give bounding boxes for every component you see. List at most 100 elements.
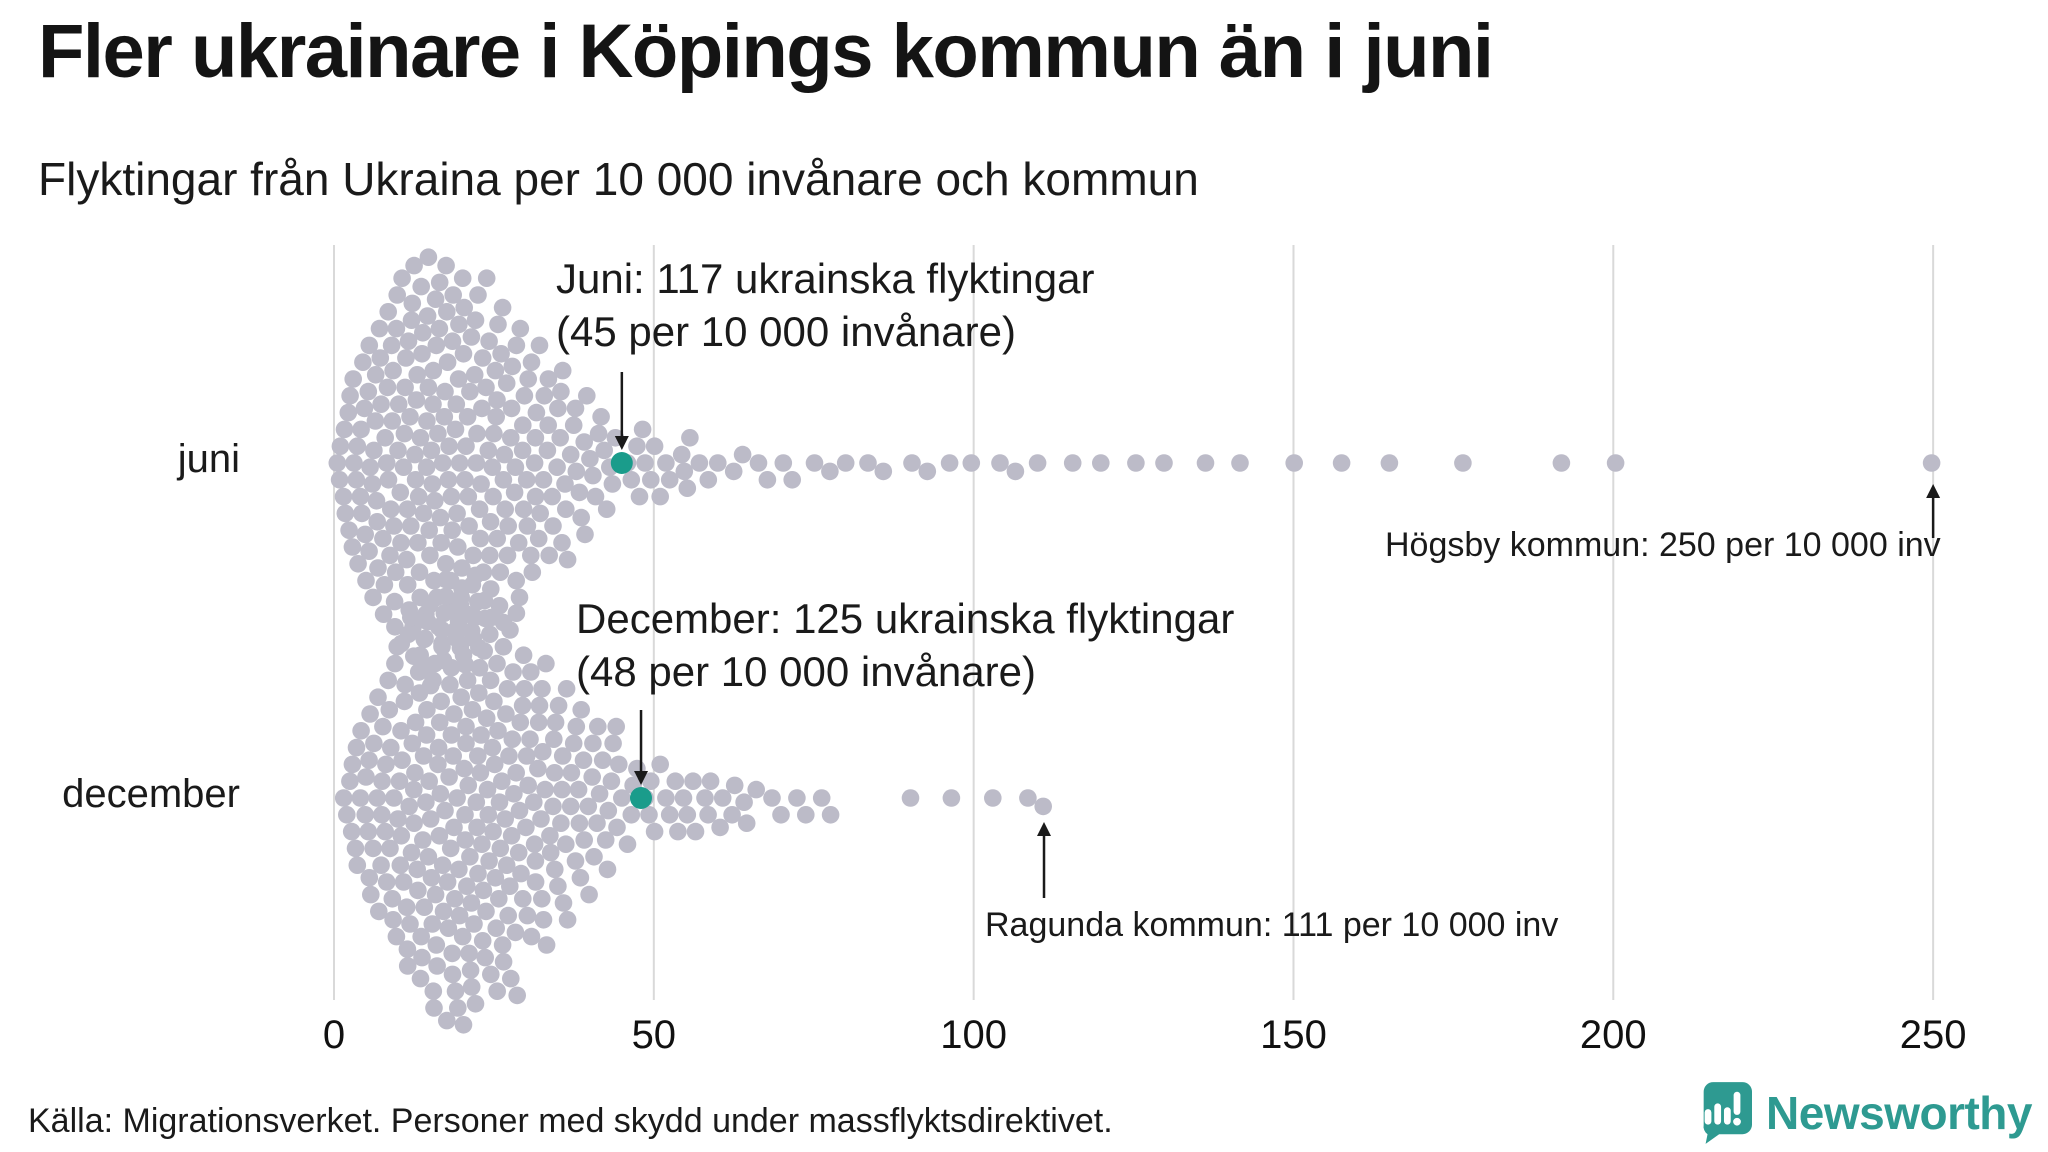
municipality-dot xyxy=(415,898,434,916)
municipality-dot xyxy=(553,534,571,552)
municipality-dot xyxy=(681,429,699,447)
municipality-dot xyxy=(1196,454,1215,472)
municipality-dot xyxy=(678,806,697,824)
municipality-dot xyxy=(443,965,462,984)
municipality-dot xyxy=(502,969,520,988)
municipality-dot xyxy=(836,454,855,472)
municipality-dot xyxy=(374,605,393,623)
municipality-dot xyxy=(473,349,492,367)
municipality-dot xyxy=(414,504,433,523)
municipality-dot xyxy=(402,843,421,862)
municipality-dot xyxy=(526,852,545,870)
municipality-dot xyxy=(435,408,454,426)
municipality-dot xyxy=(1454,454,1472,472)
municipality-dot xyxy=(328,454,347,472)
municipality-dot xyxy=(467,454,486,472)
municipality-dot xyxy=(696,789,714,807)
municipality-dot xyxy=(448,789,466,807)
municipality-dot xyxy=(414,831,432,849)
municipality-dot xyxy=(580,885,598,904)
municipality-dot xyxy=(359,382,378,401)
municipality-dot xyxy=(510,588,529,607)
municipality-dot xyxy=(345,454,363,472)
municipality-dot xyxy=(495,445,514,464)
municipality-dot xyxy=(450,454,469,472)
municipality-dot xyxy=(417,726,436,744)
municipality-dot xyxy=(491,839,510,858)
municipality-dot xyxy=(386,563,405,581)
municipality-dot xyxy=(497,705,515,723)
municipality-dot xyxy=(640,806,658,824)
municipality-dot xyxy=(522,353,541,372)
municipality-dot xyxy=(633,420,652,439)
municipality-dot xyxy=(410,563,429,581)
municipality-dot xyxy=(462,894,481,912)
municipality-dot xyxy=(526,873,545,891)
municipality-dot xyxy=(608,818,626,837)
municipality-dot xyxy=(412,927,431,946)
municipality-dot xyxy=(443,944,462,963)
municipality-dot xyxy=(525,454,544,472)
municipality-dot xyxy=(440,768,458,786)
municipality-dot xyxy=(465,608,484,627)
municipality-dot xyxy=(532,810,550,828)
municipality-dot xyxy=(642,471,660,489)
municipality-dot xyxy=(439,471,458,489)
municipality-dot xyxy=(991,454,1009,472)
municipality-dot xyxy=(475,591,494,610)
municipality-dot xyxy=(398,500,417,518)
municipality-dot xyxy=(488,982,507,1000)
municipality-dot xyxy=(480,852,498,870)
municipality-dot xyxy=(424,982,443,1000)
municipality-dot xyxy=(749,454,768,472)
municipality-dot xyxy=(540,546,558,565)
municipality-dot xyxy=(618,835,637,853)
municipality-dot xyxy=(538,441,557,460)
municipality-dot xyxy=(518,906,537,925)
municipality-dot xyxy=(368,513,387,531)
municipality-dot xyxy=(1332,454,1351,472)
municipality-dot xyxy=(372,856,390,874)
municipality-dot xyxy=(497,374,516,393)
municipality-dot xyxy=(362,885,380,904)
municipality-dot xyxy=(383,890,402,908)
municipality-dot xyxy=(406,764,424,782)
municipality-dot xyxy=(409,881,427,900)
row-label-december: december xyxy=(62,772,240,816)
municipality-dot xyxy=(408,366,427,384)
municipality-dot xyxy=(737,814,756,832)
municipality-dot xyxy=(385,517,403,535)
municipality-dot xyxy=(584,734,602,753)
municipality-dot xyxy=(499,517,517,535)
municipality-dot xyxy=(570,483,589,502)
municipality-dot xyxy=(483,458,502,477)
municipality-dot xyxy=(530,336,549,355)
municipality-dot xyxy=(537,654,555,673)
municipality-dot xyxy=(405,814,423,832)
municipality-dot xyxy=(1019,789,1037,807)
municipality-dot xyxy=(360,751,378,769)
municipality-dot xyxy=(551,429,569,447)
municipality-dot xyxy=(1006,462,1025,481)
municipality-dot xyxy=(562,764,581,782)
municipality-dot xyxy=(489,722,507,740)
municipality-dot xyxy=(427,936,446,954)
municipality-dot xyxy=(407,391,426,409)
municipality-dot xyxy=(690,454,709,472)
municipality-dot xyxy=(515,387,534,405)
municipality-dot xyxy=(509,534,528,552)
municipality-dot xyxy=(514,416,532,435)
municipality-dot xyxy=(473,932,492,950)
municipality-dot xyxy=(421,546,439,565)
municipality-dot xyxy=(453,579,471,597)
municipality-dot xyxy=(593,751,612,769)
municipality-dot xyxy=(1155,454,1173,472)
municipality-dot xyxy=(554,894,573,912)
municipality-dot xyxy=(521,730,539,748)
municipality-dot xyxy=(570,814,589,832)
municipality-dot xyxy=(392,722,410,740)
municipality-dot xyxy=(460,944,478,963)
municipality-dot xyxy=(747,780,765,799)
municipality-dot xyxy=(546,713,565,732)
municipality-dot xyxy=(356,806,375,824)
